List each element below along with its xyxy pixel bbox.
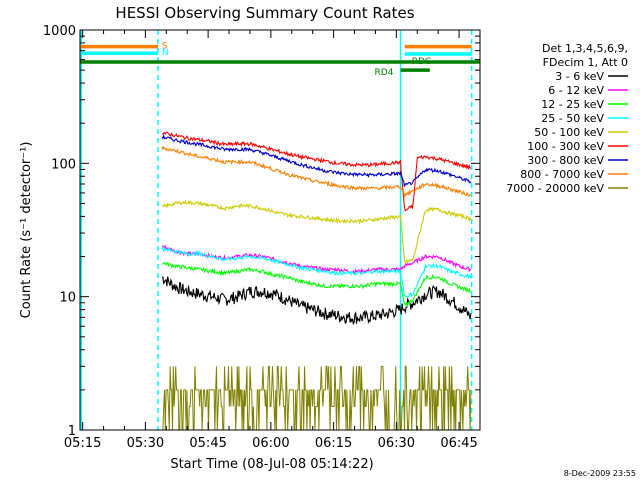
x-tick-label-0: 05:15: [64, 436, 101, 451]
x-axis-label: Start Time (08-Jul-08 05:14:22): [170, 457, 373, 472]
y-tick-label-0: 1: [68, 424, 76, 439]
x-tick-label-3: 06:00: [252, 436, 289, 451]
series-line-2: [161, 261, 472, 308]
legend-label-8: 7000 - 20000 keV: [506, 182, 604, 195]
legend-title-line-1: FDecim 1, Att 0: [543, 56, 628, 69]
x-tick-label-1: 05:30: [127, 436, 164, 451]
legend-label-7: 800 - 7000 keV: [520, 168, 604, 181]
legend-label-0: 3 - 6 keV: [555, 70, 604, 83]
series-line-8: [162, 365, 472, 431]
series-line-5: [162, 131, 472, 212]
axes: 05:15 05:30 05:45 06:00 06:15 06:30 06:45 1 10 10…: [43, 24, 481, 451]
x-tick-label-4: 06:15: [315, 436, 352, 451]
legend-label-2: 12 - 25 keV: [541, 98, 604, 111]
y-tick-label-1: 10: [59, 291, 76, 306]
series-line-0: [161, 276, 472, 326]
legend-title-line-0: Det 1,3,4,5,6,9,: [542, 42, 628, 55]
chart-title: HESSI Observing Summary Count Rates: [115, 4, 414, 22]
y-tick-label-2: 100: [51, 157, 76, 172]
legend: Det 1,3,4,5,6,9,FDecim 1, Att 03 - 6 keV…: [506, 42, 628, 195]
x-tick-label-5: 06:30: [378, 436, 415, 451]
legend-label-1: 6 - 12 keV: [548, 84, 604, 97]
series-line-3: [161, 245, 472, 298]
x-tick-label-6: 06:45: [440, 436, 477, 451]
plot-area: SN RD4 RDC: [80, 30, 480, 431]
x-tick-label-2: 05:45: [189, 436, 226, 451]
series-line-4: [161, 199, 472, 265]
status-bar-label-0: S: [162, 42, 168, 52]
status-bar-label-1: N: [162, 48, 169, 58]
legend-label-4: 50 - 100 keV: [534, 126, 604, 139]
timestamp: 8-Dec-2009 23:55: [564, 469, 636, 478]
series-line-7: [161, 145, 472, 197]
status-bar-label-5: RD4: [375, 68, 394, 78]
status-bar-label-6: RDC: [412, 57, 431, 67]
legend-label-6: 300 - 800 keV: [527, 154, 604, 167]
legend-label-5: 100 - 300 keV: [527, 140, 604, 153]
y-axis-label: Count Rate (s⁻¹ detector⁻¹): [19, 142, 34, 319]
y-tick-label-3: 1000: [43, 24, 76, 39]
plot-frame: [79, 29, 481, 431]
legend-label-3: 25 - 50 keV: [541, 112, 604, 125]
series-line-6: [161, 133, 472, 187]
